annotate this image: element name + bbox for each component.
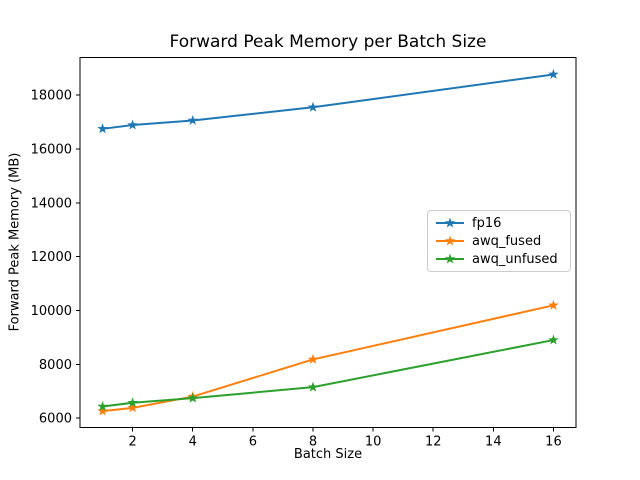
data-point-star-fp16	[548, 68, 559, 79]
data-point-star-awq_fused	[97, 405, 108, 416]
legend-item-awq-fused: awq_fused	[435, 232, 563, 250]
chart-title: Forward Peak Memory per Batch Size	[169, 32, 487, 52]
legend-item-fp16: fp16	[435, 214, 563, 232]
legend-label: awq_fused	[472, 233, 542, 249]
series-line-awq_fused	[101, 304, 555, 413]
y-tick-label: 6000	[39, 412, 72, 427]
legend-label: fp16	[472, 215, 502, 231]
y-tick-label: 16000	[31, 142, 72, 157]
y-tick-label: 18000	[31, 89, 72, 104]
x-tick-label: 2	[128, 435, 136, 450]
data-point-star-awq_unfused	[548, 334, 559, 345]
data-point-star-awq_unfused	[187, 392, 198, 403]
x-tick-label: 12	[425, 435, 442, 450]
x-axis-label: Batch Size	[293, 447, 363, 462]
y-axis-label: Forward Peak Memory (MB)	[7, 152, 23, 332]
series-line-fp16	[101, 73, 555, 130]
legend-label: awq_unfused	[472, 251, 558, 267]
x-tick-label: 16	[545, 435, 562, 450]
data-point-star-fp16	[307, 101, 319, 112]
x-tick-label: 4	[189, 435, 197, 450]
legend: fp16 awq_fused awq_unfused	[427, 210, 571, 272]
legend-line-star-swatch	[436, 235, 464, 246]
y-tick-label: 14000	[31, 196, 72, 211]
legend-line-star-swatch	[436, 217, 464, 228]
legend-star-icon	[444, 217, 456, 228]
y-tick-label: 10000	[31, 304, 72, 319]
y-tick-label: 8000	[39, 358, 72, 373]
data-point-star-fp16	[187, 114, 198, 125]
legend-item-awq-unfused: awq_unfused	[435, 250, 563, 268]
plot-frame	[79, 57, 577, 428]
data-point-star-awq_fused	[307, 353, 319, 364]
data-point-star-awq_unfused	[307, 381, 319, 392]
legend-star-icon	[444, 235, 456, 246]
data-point-star-awq_unfused	[97, 401, 108, 411]
legend-line-star-swatch	[436, 253, 464, 264]
legend-star-icon	[444, 253, 456, 264]
x-tick-label: 6	[249, 435, 257, 450]
data-point-star-awq_fused	[127, 402, 138, 413]
data-point-star-awq_unfused	[127, 397, 138, 408]
data-point-star-fp16	[127, 119, 138, 130]
x-tick-label: 14	[485, 435, 502, 450]
data-point-star-awq_fused	[548, 299, 559, 310]
x-tick-label: 8	[309, 435, 317, 450]
y-tick-label: 12000	[31, 250, 72, 265]
data-point-star-fp16	[97, 123, 108, 134]
series-line-awq_unfused	[101, 339, 555, 408]
x-tick-label: 10	[365, 435, 382, 450]
